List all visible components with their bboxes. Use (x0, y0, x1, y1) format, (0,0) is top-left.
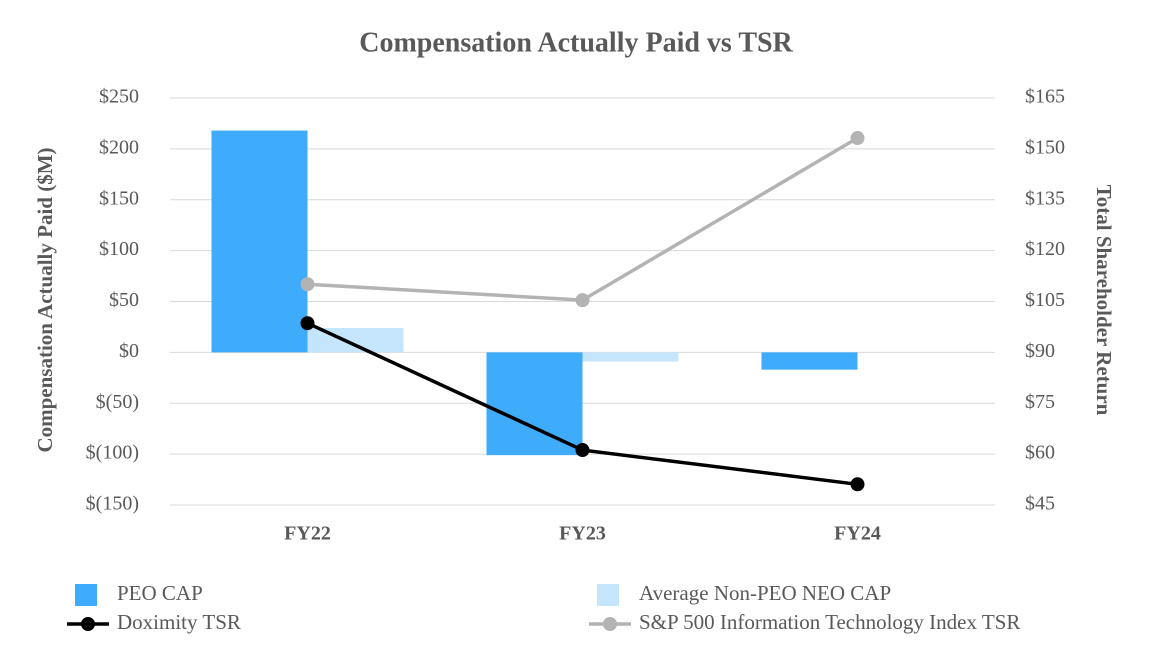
bar (761, 352, 858, 370)
x-tick-label: FY23 (559, 523, 606, 545)
y2-tick-label: $165 (1025, 86, 1065, 108)
y2-axis-title: Total Shareholder Return (1092, 185, 1116, 416)
bar (582, 352, 679, 362)
y-tick-label: $0 (119, 340, 139, 362)
x-tick-label: FY24 (834, 523, 881, 545)
bar (486, 352, 583, 456)
line-point (850, 131, 865, 146)
y-tick-label: $100 (99, 238, 139, 260)
line (307, 136, 859, 302)
line-point (850, 477, 865, 492)
line-point (575, 443, 590, 458)
legend-label: Average Non-PEO NEO CAP (639, 581, 891, 605)
y2-tick-label: $60 (1025, 442, 1055, 464)
legend-marker (603, 617, 617, 631)
y2-tick-label: $150 (1025, 136, 1065, 158)
line-point (300, 277, 315, 292)
y2-tick-label: $90 (1025, 340, 1055, 362)
legend-label: PEO CAP (117, 581, 203, 605)
y-tick-label: $200 (99, 136, 139, 158)
y2-tick-label: $75 (1025, 391, 1055, 413)
y-tick-label: $150 (99, 187, 139, 209)
bar (211, 130, 308, 353)
y-tick-label: $(100) (86, 442, 139, 464)
line-point (300, 316, 315, 331)
legend-swatch (75, 584, 97, 606)
chart-title: Compensation Actually Paid vs TSR (359, 27, 793, 58)
x-tick-label: FY22 (284, 523, 331, 545)
y-tick-label: $250 (99, 86, 139, 108)
y-axis-title: Compensation Actually Paid ($M) (33, 147, 57, 452)
y2-tick-label: $135 (1025, 187, 1065, 209)
y-tick-label: $(50) (96, 391, 139, 413)
legend-marker (81, 617, 95, 631)
legend-label: Doximity TSR (117, 610, 241, 634)
y2-tick-label: $105 (1025, 289, 1065, 311)
y2-tick-label: $120 (1025, 238, 1065, 260)
legend-label: S&P 500 Information Technology Index TSR (639, 610, 1020, 634)
y-tick-label: $50 (109, 289, 139, 311)
line-point (575, 293, 590, 308)
y-tick-label: $(150) (86, 493, 139, 515)
legend-swatch (597, 584, 619, 606)
y2-tick-label: $45 (1025, 493, 1055, 515)
